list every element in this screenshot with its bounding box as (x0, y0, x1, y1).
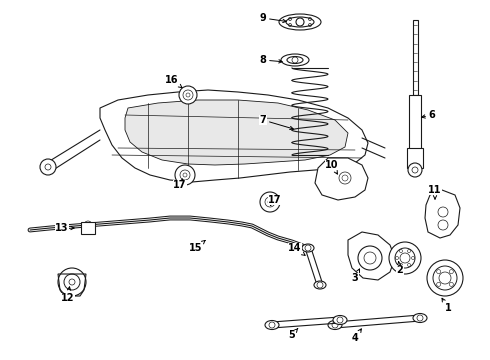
Ellipse shape (413, 314, 427, 323)
Polygon shape (425, 190, 460, 238)
Ellipse shape (281, 54, 309, 66)
Ellipse shape (302, 244, 314, 252)
Ellipse shape (314, 281, 326, 289)
Text: 4: 4 (352, 329, 362, 343)
Circle shape (84, 221, 92, 229)
Circle shape (175, 165, 195, 185)
Text: 16: 16 (165, 75, 182, 87)
Text: 5: 5 (289, 329, 298, 340)
Circle shape (260, 192, 280, 212)
Text: 3: 3 (352, 269, 360, 283)
Polygon shape (348, 232, 395, 280)
Ellipse shape (265, 320, 279, 329)
Circle shape (427, 260, 463, 296)
Ellipse shape (333, 315, 347, 324)
Text: 15: 15 (189, 240, 205, 253)
Text: 9: 9 (260, 13, 286, 23)
Circle shape (40, 159, 56, 175)
Bar (407, 148, 423, 168)
Text: 17: 17 (173, 179, 187, 190)
Circle shape (438, 220, 448, 230)
Polygon shape (100, 90, 368, 182)
Polygon shape (125, 100, 348, 165)
Polygon shape (315, 158, 368, 200)
Bar (413, 20, 418, 95)
Text: 13: 13 (55, 223, 74, 233)
Text: 14: 14 (288, 243, 305, 255)
Text: 2: 2 (396, 261, 403, 275)
Text: 1: 1 (442, 298, 451, 313)
Polygon shape (58, 274, 86, 296)
Ellipse shape (279, 14, 321, 30)
Text: 7: 7 (260, 115, 294, 130)
Circle shape (408, 163, 422, 177)
Text: 6: 6 (422, 110, 436, 120)
Bar (409, 95, 421, 168)
Text: 10: 10 (325, 160, 339, 174)
Text: 17: 17 (268, 195, 282, 206)
Ellipse shape (328, 320, 342, 329)
Bar (81, 222, 95, 234)
Circle shape (389, 242, 421, 274)
Circle shape (339, 172, 351, 184)
Circle shape (179, 86, 197, 104)
Text: 12: 12 (61, 287, 75, 303)
Circle shape (438, 207, 448, 217)
Text: 11: 11 (428, 185, 442, 199)
Text: 8: 8 (260, 55, 282, 65)
Circle shape (358, 246, 382, 270)
